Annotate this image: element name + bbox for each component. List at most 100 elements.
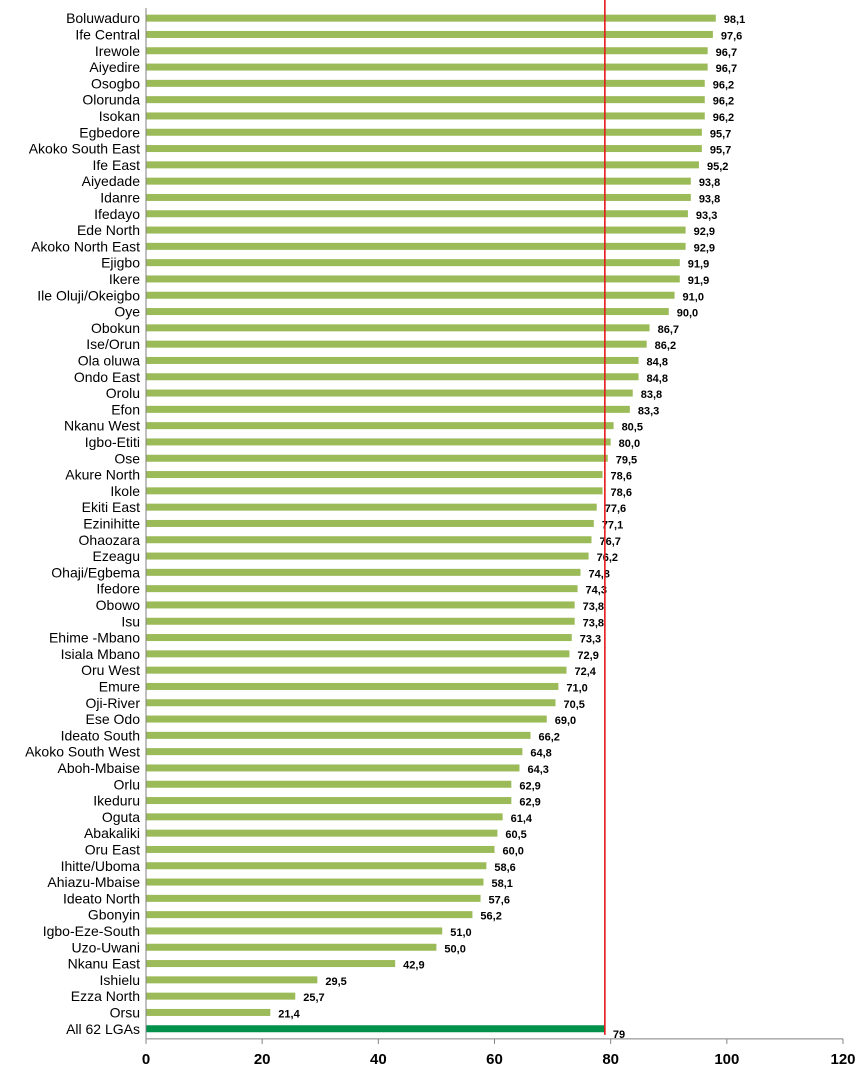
bar-akoko-south-west xyxy=(146,748,523,756)
bar-osogbo xyxy=(146,79,705,87)
bar-olorunda xyxy=(146,96,705,104)
category-label-all-62-lgas: All 62 LGAs xyxy=(66,1021,140,1037)
bar-aboh-mbaise xyxy=(146,764,520,772)
value-label-obokun: 86,7 xyxy=(658,324,679,336)
category-label-ezinihitte: Ezinihitte xyxy=(83,515,140,531)
value-label-ese-odo: 69,0 xyxy=(555,715,576,727)
value-label-akoko-south-east: 95,7 xyxy=(710,145,731,157)
category-label-idanre: Idanre xyxy=(100,189,140,205)
value-label-ikere: 91,9 xyxy=(688,275,709,287)
bar-ifedore xyxy=(146,585,578,593)
value-label-idanre: 93,8 xyxy=(699,193,720,205)
value-label-oru-east: 60,0 xyxy=(503,845,524,857)
category-label-nkanu-east: Nkanu East xyxy=(68,956,140,972)
bar-ose xyxy=(146,454,608,462)
category-label-boluwaduro: Boluwaduro xyxy=(66,10,140,26)
category-label-ishielu: Ishielu xyxy=(100,972,140,988)
bar-ikeduru xyxy=(146,797,512,805)
bar-uzo-uwani xyxy=(146,943,437,951)
bar-ondo-east xyxy=(146,373,639,381)
value-label-oye: 90,0 xyxy=(677,308,698,320)
category-label-aiyedire: Aiyedire xyxy=(89,59,140,75)
category-label-olorunda: Olorunda xyxy=(82,92,140,108)
bar-emure xyxy=(146,682,559,690)
category-label-ikere: Ikere xyxy=(109,271,140,287)
category-label-ede-north: Ede North xyxy=(77,222,140,238)
bar-ikole xyxy=(146,487,603,495)
bar-ise-orun xyxy=(146,340,647,348)
value-label-ife-east: 95,2 xyxy=(707,161,728,173)
bar-oji-river xyxy=(146,699,556,707)
bar-ideato-north xyxy=(146,894,481,902)
bar-nkanu-east xyxy=(146,960,396,968)
bar-isiala-mbano xyxy=(146,650,570,658)
bar-akoko-north-east xyxy=(146,242,686,250)
value-label-ile-oluji-okeigbo: 91,0 xyxy=(683,291,704,303)
bar-igbo-etiti xyxy=(146,438,611,446)
value-label-igbo-eze-south: 51,0 xyxy=(450,927,471,939)
value-label-orlu: 62,9 xyxy=(519,780,540,792)
bar-ikere xyxy=(146,275,680,283)
category-label-ohaozara: Ohaozara xyxy=(79,532,141,548)
category-label-osogbo: Osogbo xyxy=(91,75,140,91)
bar-ihitte-uboma xyxy=(146,862,487,870)
category-label-orolu: Orolu xyxy=(106,385,140,401)
value-label-oji-river: 70,5 xyxy=(563,699,584,711)
bar-obowo xyxy=(146,601,575,609)
bar-ezza-north xyxy=(146,992,296,1000)
category-label-ondo-east: Ondo East xyxy=(74,369,140,385)
bar-aiyedade xyxy=(146,177,691,185)
value-label-nkanu-west: 80,5 xyxy=(622,422,643,434)
category-label-ikeduru: Ikeduru xyxy=(93,793,140,809)
category-label-akoko-south-east: Akoko South East xyxy=(29,141,140,157)
category-label-ikole: Ikole xyxy=(110,483,140,499)
bar-ekiti-east xyxy=(146,503,597,511)
value-label-ideato-south: 66,2 xyxy=(539,731,560,743)
value-label-osogbo: 96,2 xyxy=(713,79,734,91)
x-tick-label-60: 60 xyxy=(486,1051,503,1068)
bar-ohaozara xyxy=(146,536,592,544)
category-label-isiala-mbano: Isiala Mbano xyxy=(61,646,141,662)
category-label-ezeagu: Ezeagu xyxy=(93,548,140,564)
category-label-ezza-north: Ezza North xyxy=(71,988,140,1004)
bar-orolu xyxy=(146,389,633,397)
category-label-akoko-south-west: Akoko South West xyxy=(25,744,140,760)
category-label-ekiti-east: Ekiti East xyxy=(82,499,140,515)
bar-ede-north xyxy=(146,226,686,234)
bar-ehime-mbano xyxy=(146,634,572,642)
bar-akoko-south-east xyxy=(146,145,702,153)
bar-gbonyin xyxy=(146,911,473,919)
value-label-aiyedire: 96,7 xyxy=(716,63,737,75)
bar-egbedore xyxy=(146,128,702,136)
bar-idanre xyxy=(146,193,691,201)
value-label-akoko-south-west: 64,8 xyxy=(530,748,551,760)
value-label-uzo-uwani: 50,0 xyxy=(444,943,465,955)
bar-ishielu xyxy=(146,976,318,984)
category-label-ifedayo: Ifedayo xyxy=(94,206,140,222)
value-label-ohaji-egbema: 74,8 xyxy=(588,568,609,580)
value-label-ezeagu: 76,2 xyxy=(597,552,618,564)
bar-akure-north xyxy=(146,471,603,479)
bar-ohaji-egbema xyxy=(146,568,581,576)
bar-oru-east xyxy=(146,845,495,853)
bar-isu xyxy=(146,617,575,625)
category-label-akoko-north-east: Akoko North East xyxy=(31,238,140,254)
value-label-olorunda: 96,2 xyxy=(713,96,734,108)
value-label-ezza-north: 25,7 xyxy=(303,992,324,1004)
value-label-aboh-mbaise: 64,3 xyxy=(527,764,548,776)
bar-ejigbo xyxy=(146,259,680,267)
category-label-ife-east: Ife East xyxy=(93,157,141,173)
value-label-ondo-east: 84,8 xyxy=(647,373,668,385)
category-label-orsu: Orsu xyxy=(110,1004,140,1020)
bar-igbo-eze-south xyxy=(146,927,443,935)
category-label-ihitte-uboma: Ihitte/Uboma xyxy=(61,858,141,874)
bar-oru-west xyxy=(146,666,567,674)
category-label-ohaji-egbema: Ohaji/Egbema xyxy=(51,564,140,580)
value-label-ose: 79,5 xyxy=(616,454,637,466)
bar-oguta xyxy=(146,813,503,821)
value-label-boluwaduro: 98,1 xyxy=(724,14,745,26)
category-label-ise-orun: Ise/Orun xyxy=(86,336,140,352)
value-label-all-62-lgas: 79 xyxy=(613,1029,625,1041)
value-label-ikeduru: 62,9 xyxy=(519,797,540,809)
